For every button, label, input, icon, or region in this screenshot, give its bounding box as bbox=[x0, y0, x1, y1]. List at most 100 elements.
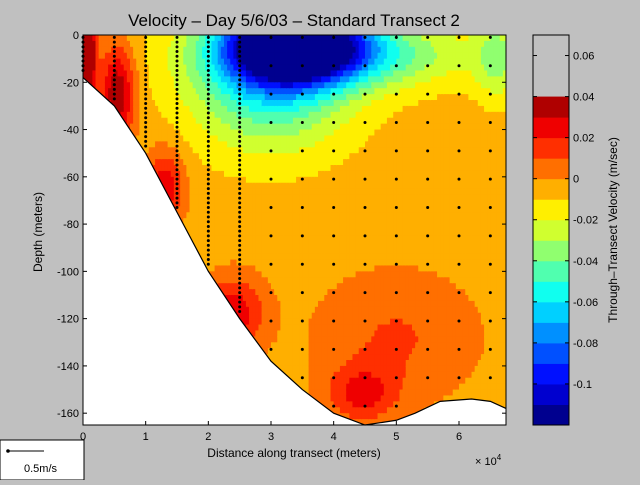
field-cell bbox=[202, 100, 206, 107]
field-cell bbox=[236, 117, 241, 125]
field-cell bbox=[161, 165, 166, 172]
field-cell bbox=[277, 153, 282, 160]
field-cell bbox=[308, 76, 313, 84]
field-cell bbox=[242, 300, 247, 308]
field-cell bbox=[277, 52, 282, 60]
field-cell bbox=[186, 111, 191, 119]
field-cell bbox=[314, 318, 319, 326]
field-cell bbox=[117, 76, 122, 84]
field-cell bbox=[277, 200, 282, 208]
field-cell bbox=[151, 70, 156, 78]
field-cell bbox=[292, 200, 297, 208]
field-cell bbox=[264, 182, 269, 190]
field-cell bbox=[277, 40, 282, 48]
field-cell bbox=[195, 206, 200, 214]
field-cell bbox=[242, 135, 247, 143]
field-cell bbox=[189, 170, 194, 178]
field-cell bbox=[192, 70, 197, 78]
field-cell bbox=[136, 52, 141, 60]
field-cell bbox=[220, 82, 225, 89]
field-cell bbox=[305, 277, 310, 284]
field-cell bbox=[233, 159, 238, 166]
field-cell bbox=[280, 141, 285, 149]
field-cell bbox=[274, 295, 279, 302]
field-cell bbox=[264, 271, 269, 279]
field-cell bbox=[192, 212, 197, 219]
field-cell bbox=[183, 100, 188, 107]
field-cell bbox=[264, 35, 269, 42]
field-cell bbox=[242, 141, 247, 149]
field-cell bbox=[314, 365, 319, 373]
field-cell bbox=[255, 170, 260, 178]
field-cell bbox=[104, 40, 109, 48]
field-cell bbox=[308, 265, 313, 273]
field-cell bbox=[205, 129, 210, 137]
field-cell bbox=[183, 182, 188, 190]
field-cell bbox=[236, 35, 241, 42]
field-cell bbox=[255, 35, 260, 42]
field-cell bbox=[151, 117, 156, 125]
field-cell bbox=[227, 253, 232, 261]
field-cell bbox=[245, 212, 250, 219]
field-cell bbox=[308, 200, 313, 208]
field-cell bbox=[249, 253, 253, 261]
field-cell bbox=[183, 153, 188, 160]
field-cell bbox=[308, 360, 313, 367]
field-cell bbox=[211, 129, 216, 137]
field-cell bbox=[108, 76, 112, 84]
field-cell bbox=[186, 64, 191, 72]
field-cell bbox=[286, 153, 291, 160]
field-cell bbox=[267, 159, 272, 166]
field-cell bbox=[202, 117, 206, 125]
field-cell bbox=[158, 105, 163, 113]
field-cell bbox=[308, 224, 313, 231]
field-cell bbox=[283, 230, 288, 237]
field-cell bbox=[227, 76, 232, 84]
field-cell bbox=[161, 35, 166, 42]
field-cell bbox=[308, 182, 313, 190]
field-cell bbox=[255, 100, 260, 107]
field-cell bbox=[245, 194, 250, 202]
field-cell bbox=[148, 46, 153, 54]
field-cell bbox=[264, 70, 269, 78]
field-cell bbox=[227, 206, 232, 214]
field-cell bbox=[230, 283, 235, 290]
field-cell bbox=[242, 206, 247, 214]
field-cell bbox=[142, 111, 147, 119]
field-cell bbox=[236, 159, 241, 166]
field-cell bbox=[236, 271, 241, 279]
field-cell bbox=[261, 153, 266, 160]
field-cell bbox=[192, 123, 197, 131]
field-cell bbox=[261, 135, 266, 143]
field-cell bbox=[267, 306, 272, 314]
field-cell bbox=[277, 235, 282, 243]
field-cell bbox=[299, 170, 304, 178]
field-cell bbox=[227, 277, 232, 284]
field-cell bbox=[192, 170, 197, 178]
field-cell bbox=[277, 259, 282, 267]
field-cell bbox=[261, 259, 266, 267]
field-cell bbox=[280, 200, 285, 208]
field-cell bbox=[299, 360, 304, 367]
field-cell bbox=[296, 194, 300, 202]
field-cell bbox=[308, 283, 313, 290]
field-cell bbox=[230, 253, 235, 261]
field-cell bbox=[205, 165, 210, 172]
field-cell bbox=[258, 117, 263, 125]
field-cell bbox=[274, 283, 279, 290]
field-cell bbox=[305, 318, 310, 326]
field-cell bbox=[220, 188, 225, 196]
field-cell bbox=[139, 94, 144, 101]
field-cell bbox=[302, 360, 307, 367]
field-cell bbox=[170, 135, 175, 143]
field-cell bbox=[252, 330, 257, 338]
field-cell bbox=[108, 88, 112, 95]
field-cell bbox=[208, 111, 213, 119]
field-cell bbox=[130, 117, 134, 125]
field-cell bbox=[198, 147, 203, 154]
field-cell bbox=[236, 135, 241, 143]
field-cell bbox=[264, 82, 269, 89]
field-cell bbox=[180, 159, 185, 166]
field-cell bbox=[145, 105, 150, 113]
field-cell bbox=[318, 194, 322, 202]
